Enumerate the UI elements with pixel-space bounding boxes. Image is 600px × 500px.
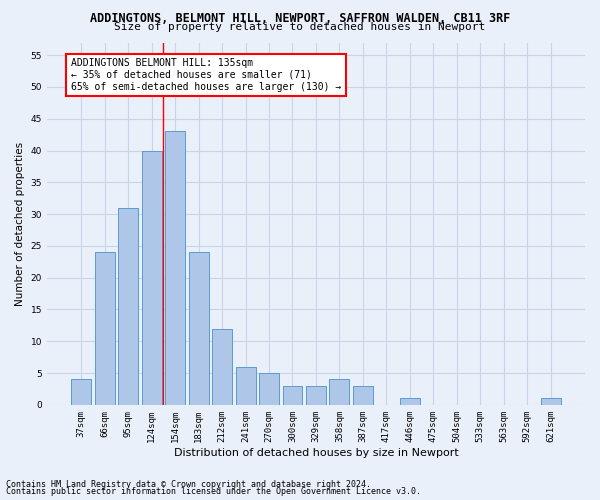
Bar <box>165 132 185 405</box>
Text: Contains public sector information licensed under the Open Government Licence v3: Contains public sector information licen… <box>6 487 421 496</box>
Bar <box>259 373 279 405</box>
Text: Contains HM Land Registry data © Crown copyright and database right 2024.: Contains HM Land Registry data © Crown c… <box>6 480 371 489</box>
Bar <box>306 386 326 405</box>
Text: ADDINGTONS, BELMONT HILL, NEWPORT, SAFFRON WALDEN, CB11 3RF: ADDINGTONS, BELMONT HILL, NEWPORT, SAFFR… <box>90 12 510 26</box>
Bar <box>142 150 162 405</box>
Bar <box>236 366 256 405</box>
Text: Size of property relative to detached houses in Newport: Size of property relative to detached ho… <box>115 22 485 32</box>
X-axis label: Distribution of detached houses by size in Newport: Distribution of detached houses by size … <box>173 448 458 458</box>
Bar <box>353 386 373 405</box>
Text: ADDINGTONS BELMONT HILL: 135sqm
← 35% of detached houses are smaller (71)
65% of: ADDINGTONS BELMONT HILL: 135sqm ← 35% of… <box>71 58 341 92</box>
Bar <box>95 252 115 405</box>
Bar <box>188 252 209 405</box>
Y-axis label: Number of detached properties: Number of detached properties <box>15 142 25 306</box>
Bar <box>541 398 560 405</box>
Bar <box>283 386 302 405</box>
Bar <box>329 380 349 405</box>
Bar <box>212 328 232 405</box>
Bar <box>118 208 138 405</box>
Bar <box>71 380 91 405</box>
Bar <box>400 398 420 405</box>
